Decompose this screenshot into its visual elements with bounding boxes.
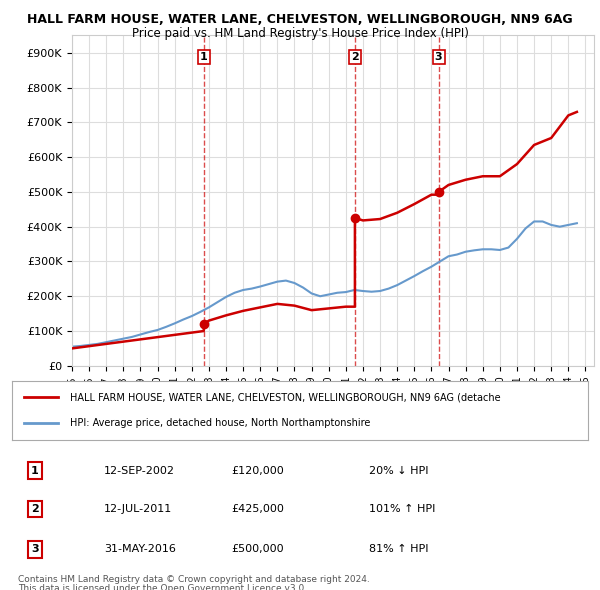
Text: HALL FARM HOUSE, WATER LANE, CHELVESTON, WELLINGBOROUGH, NN9 6AG: HALL FARM HOUSE, WATER LANE, CHELVESTON,… bbox=[27, 13, 573, 26]
Text: Contains HM Land Registry data © Crown copyright and database right 2024.: Contains HM Land Registry data © Crown c… bbox=[18, 575, 370, 584]
Text: 2: 2 bbox=[351, 52, 359, 62]
Text: This data is licensed under the Open Government Licence v3.0.: This data is licensed under the Open Gov… bbox=[18, 584, 307, 590]
Text: 101% ↑ HPI: 101% ↑ HPI bbox=[369, 504, 436, 514]
Text: 81% ↑ HPI: 81% ↑ HPI bbox=[369, 545, 428, 555]
Text: HALL FARM HOUSE, WATER LANE, CHELVESTON, WELLINGBOROUGH, NN9 6AG (detache: HALL FARM HOUSE, WATER LANE, CHELVESTON,… bbox=[70, 392, 500, 402]
Text: 20% ↓ HPI: 20% ↓ HPI bbox=[369, 466, 428, 476]
Text: £120,000: £120,000 bbox=[231, 466, 284, 476]
Text: Price paid vs. HM Land Registry's House Price Index (HPI): Price paid vs. HM Land Registry's House … bbox=[131, 27, 469, 40]
Text: 31-MAY-2016: 31-MAY-2016 bbox=[104, 545, 176, 555]
Text: £425,000: £425,000 bbox=[231, 504, 284, 514]
Text: HPI: Average price, detached house, North Northamptonshire: HPI: Average price, detached house, Nort… bbox=[70, 418, 370, 428]
Text: 1: 1 bbox=[31, 466, 39, 476]
Text: 12-SEP-2002: 12-SEP-2002 bbox=[104, 466, 175, 476]
Text: 1: 1 bbox=[200, 52, 208, 62]
Text: £500,000: £500,000 bbox=[231, 545, 284, 555]
Text: 12-JUL-2011: 12-JUL-2011 bbox=[104, 504, 172, 514]
Text: 2: 2 bbox=[31, 504, 39, 514]
Text: 3: 3 bbox=[435, 52, 442, 62]
Text: 3: 3 bbox=[31, 545, 39, 555]
